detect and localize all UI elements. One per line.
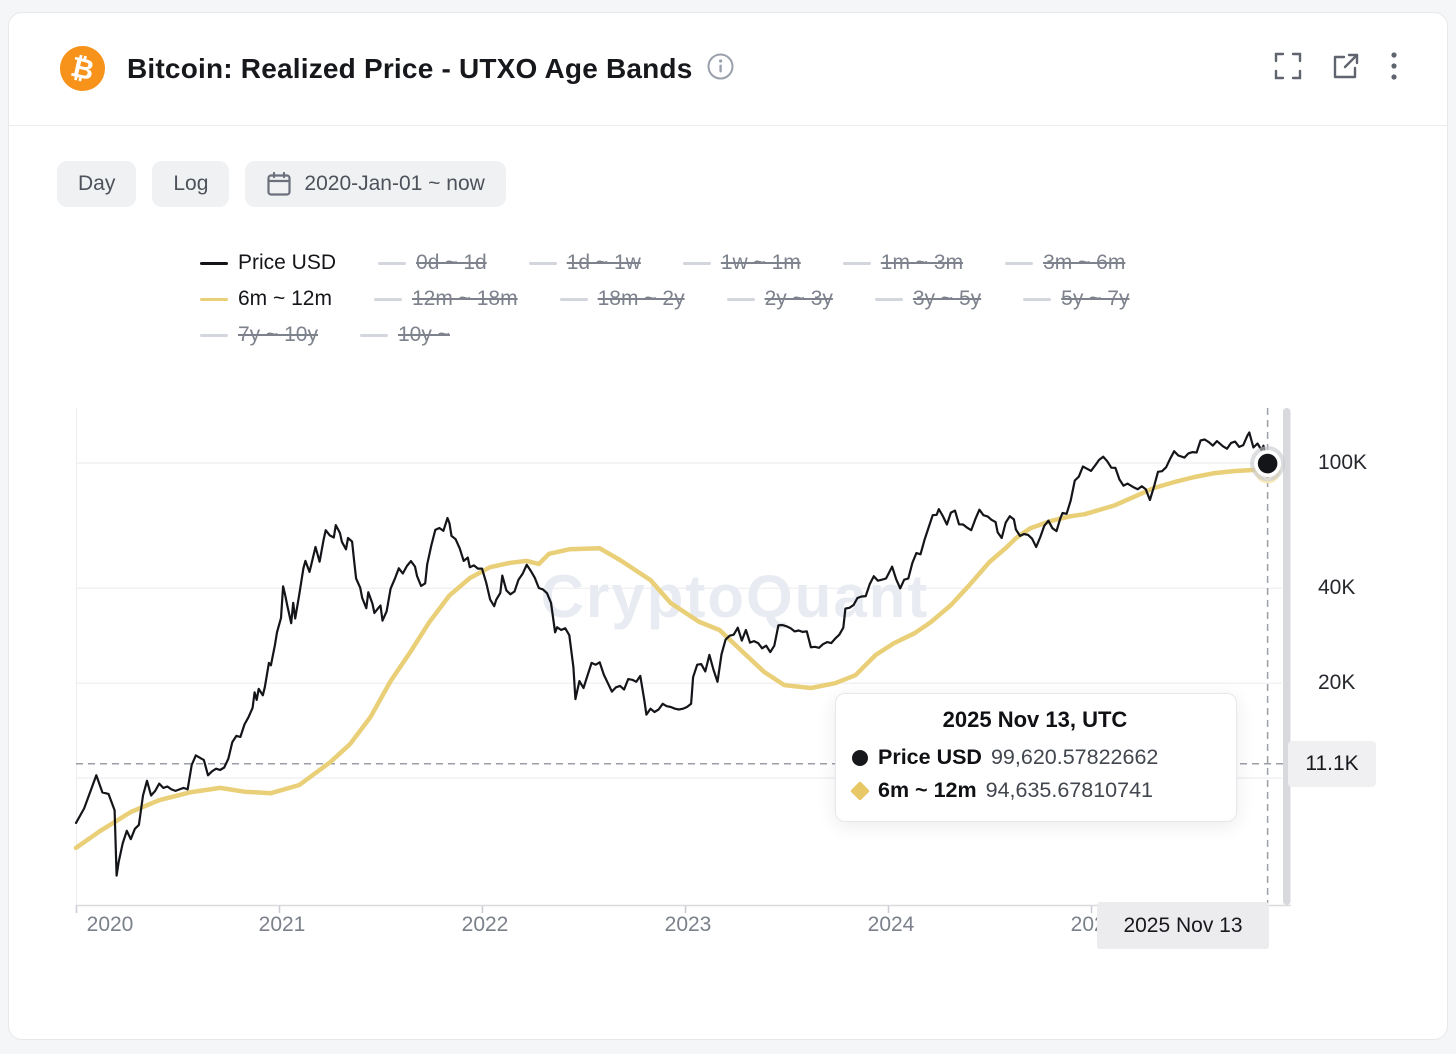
- legend-swatch: [200, 333, 228, 337]
- legend-item-12m-18m[interactable]: 12m ~ 18m: [373, 287, 518, 311]
- legend-item-0d-1d[interactable]: 0d ~ 1d: [378, 251, 487, 275]
- x-axis-label-2022: 2022: [461, 913, 509, 936]
- legend-label: 3y ~ 5y: [912, 287, 982, 310]
- legend-item-2y-3y[interactable]: 2y ~ 3y: [726, 287, 833, 311]
- legend-swatch: [1005, 261, 1034, 265]
- page-title: Bitcoin: Realized Price - UTXO Age Bands: [127, 52, 693, 84]
- legend-item-price-usd[interactable]: Price USD: [200, 251, 336, 275]
- legend-swatch: [682, 261, 711, 265]
- x-axis-label-2024: 2024: [867, 913, 915, 936]
- legend-item-10y[interactable]: 10y ~: [359, 323, 450, 347]
- legend-swatch: [200, 261, 228, 265]
- legend-label: 6m ~ 12m: [238, 287, 332, 310]
- legend-item-18m-2y[interactable]: 18m ~ 2y: [559, 287, 685, 311]
- legend-item-3m-6m[interactable]: 3m ~ 6m: [1005, 251, 1125, 275]
- interval-button[interactable]: Day: [57, 161, 137, 207]
- legend: Price USD 0d ~ 1d 1d ~ 1w 1w ~ 1m 1m ~ 3m 3m …: [200, 251, 1310, 360]
- tooltip-series-name: 6m ~ 12m: [878, 778, 977, 802]
- y-axis-label-100K: 100K: [1318, 451, 1368, 474]
- share-icon[interactable]: [1332, 52, 1360, 85]
- calendar-icon: [266, 171, 292, 197]
- chart-tooltip: 2025 Nov 13, UTC Price USD 99,620.5782266…: [835, 693, 1237, 822]
- circle-marker-icon: [852, 749, 868, 766]
- tooltip-row-price-usd: Price USD 99,620.57822662: [852, 741, 1218, 774]
- legend-swatch: [378, 261, 407, 265]
- crosshair-x-label: 2025 Nov 13: [1097, 902, 1269, 949]
- legend-item-1d-1w[interactable]: 1d ~ 1w: [528, 251, 641, 275]
- series-line-price-usd: [74, 431, 1269, 877]
- kebab-menu-icon[interactable]: [1390, 51, 1398, 86]
- legend-swatch: [373, 297, 402, 301]
- chart-controls: Day Log 2020-Jan-01 ~ now: [57, 161, 506, 207]
- legend-label: 0d ~ 1d: [416, 251, 487, 274]
- x-axis-label-2021: 2021: [258, 913, 306, 936]
- legend-label: 5y ~ 7y: [1061, 287, 1130, 310]
- legend-swatch: [359, 333, 388, 337]
- legend-label: 7y ~ 10y: [238, 323, 318, 346]
- legend-swatch: [842, 261, 871, 265]
- tooltip-date: 2025 Nov 13, UTC: [942, 707, 1128, 732]
- x-axis-label-2023: 2023: [664, 913, 712, 936]
- scale-button[interactable]: Log: [152, 161, 230, 207]
- legend-label: 1m ~ 3m: [880, 251, 964, 274]
- legend-label: 1w ~ 1m: [720, 251, 801, 274]
- tooltip-series-value: 94,635.67810741: [985, 778, 1154, 802]
- series-endpoint-price-usd: [1250, 446, 1286, 482]
- legend-swatch: [1023, 297, 1052, 301]
- legend-item-6m-12m[interactable]: 6m ~ 12m: [200, 287, 332, 311]
- tooltip-series-name: Price USD: [878, 745, 982, 769]
- legend-label: 12m ~ 18m: [411, 287, 518, 310]
- legend-item-5y-7y[interactable]: 5y ~ 7y: [1023, 287, 1129, 311]
- tooltip-row-6m-12m: 6m ~ 12m 94,635.67810741: [850, 774, 1218, 807]
- bitcoin-icon: ₿: [60, 46, 105, 91]
- legend-label: Price USD: [238, 251, 337, 274]
- date-range-button[interactable]: 2020-Jan-01 ~ now: [245, 161, 506, 207]
- diamond-marker-icon: [850, 781, 870, 801]
- x-axis-label-2020: 2020: [86, 913, 134, 936]
- watermark: CryptoQuant: [541, 563, 930, 630]
- legend-item-3y-5y[interactable]: 3y ~ 5y: [874, 287, 982, 311]
- y-axis-label-40K: 40K: [1318, 576, 1356, 600]
- legend-label: 18m ~ 2y: [597, 287, 685, 310]
- legend-item-1w-1m[interactable]: 1w ~ 1m: [682, 251, 801, 275]
- crosshair-y-label: 11.1K: [1288, 740, 1376, 787]
- legend-swatch: [528, 261, 557, 265]
- legend-label: 1d ~ 1w: [566, 251, 641, 274]
- legend-label: 10y ~: [397, 323, 450, 346]
- x-axis-ticks: [75, 905, 1093, 913]
- legend-label: 2y ~ 3y: [764, 287, 833, 310]
- axis-scrollbar[interactable]: [1283, 408, 1291, 905]
- legend-swatch: [559, 297, 588, 301]
- date-range-label: 2020-Jan-01 ~ now: [304, 172, 485, 195]
- fullscreen-icon[interactable]: [1274, 52, 1302, 85]
- legend-swatch: [726, 297, 755, 301]
- chart-area: CryptoQuant 100K 40K 20K 11.1K 2020 2021 202…: [0, 385, 1456, 1000]
- info-icon[interactable]: [707, 53, 734, 85]
- legend-swatch: [200, 297, 228, 301]
- chart-header: ₿ Bitcoin: Realized Price - UTXO Age Ban…: [8, 12, 1448, 126]
- legend-item-7y-10y[interactable]: 7y ~ 10y: [200, 323, 318, 347]
- legend-item-1m-3m[interactable]: 1m ~ 3m: [842, 251, 964, 275]
- tooltip-series-value: 99,620.57822662: [990, 745, 1159, 769]
- y-axis-label-20K: 20K: [1318, 671, 1356, 695]
- series-line-6m-12m: [73, 467, 1270, 851]
- legend-label: 3m ~ 6m: [1043, 251, 1126, 274]
- legend-swatch: [874, 297, 903, 301]
